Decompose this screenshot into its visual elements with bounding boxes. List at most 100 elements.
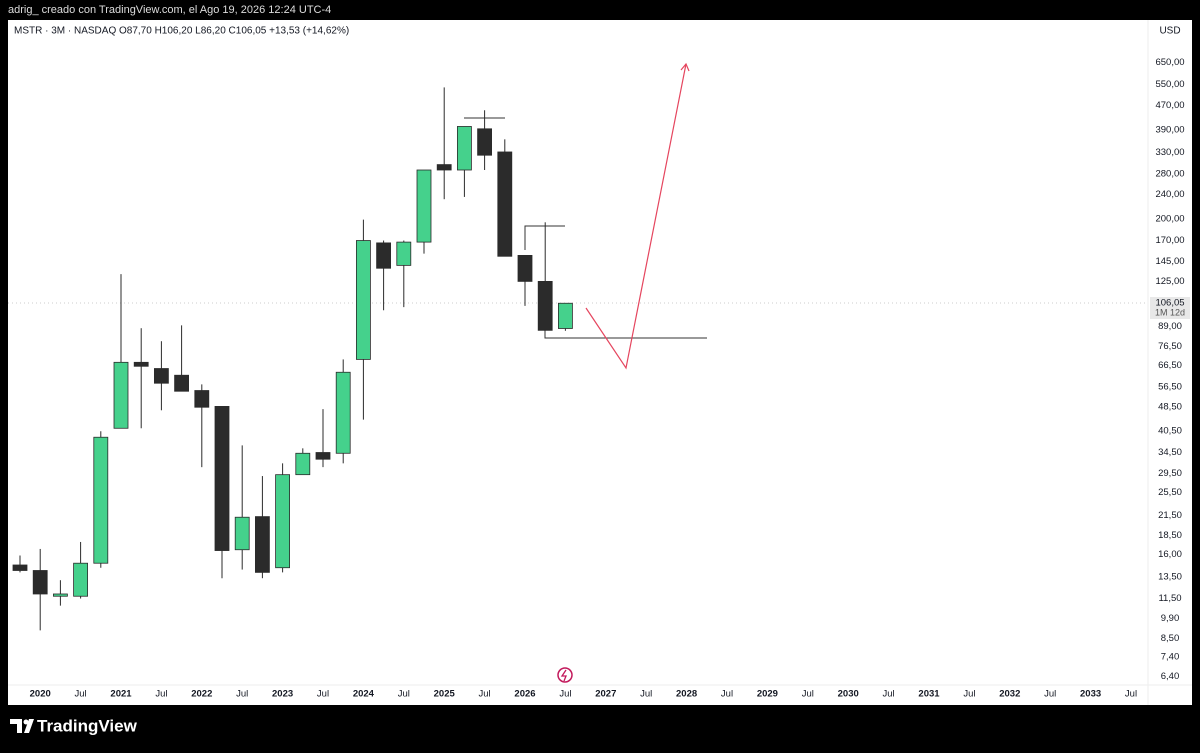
candle-body [315,452,331,460]
x-tick-label: 2028 [676,689,697,700]
x-tick-label: 2030 [838,689,859,700]
candle-body [93,436,109,564]
x-tick-label: Jul [398,689,410,700]
y-tick-label: 89,00 [1158,321,1182,332]
x-tick-label: Jul [236,689,248,700]
candle-body [295,452,311,476]
candle-body [174,374,190,392]
candle-body [275,474,291,569]
y-tick-label: 18,50 [1158,530,1182,541]
y-tick-label: 34,50 [1158,447,1182,458]
candle-body [477,128,493,156]
candle-body [153,368,169,384]
y-tick-label: 650,00 [1155,57,1184,68]
candle-body [497,151,513,257]
candle-body [113,361,129,429]
x-tick-label: 2025 [434,689,456,700]
candle-body [517,255,533,282]
event-icon-bolt [560,669,567,682]
candle-body [194,390,210,408]
candle-body [355,240,371,360]
x-tick-label: Jul [963,689,975,700]
y-tick-label: 66,50 [1158,360,1182,371]
candle-body [456,126,472,171]
x-tick-label: 2031 [918,689,940,700]
y-tick-label: 125,00 [1155,276,1184,287]
candle-body [32,570,48,595]
y-tick-label: 29,50 [1158,468,1182,479]
x-tick-label: Jul [802,689,814,700]
drawing-line [524,225,565,250]
y-tick-label: 240,00 [1155,189,1184,200]
x-tick-label: Jul [883,689,895,700]
y-tick-label: 21,50 [1158,510,1182,521]
y-tick-label: 330,00 [1155,147,1184,158]
x-tick-label: 2020 [30,689,51,700]
candle-body [133,361,149,367]
x-tick-label: Jul [479,689,491,700]
candle-body [73,562,88,597]
y-tick-label: 470,00 [1155,100,1184,111]
y-tick-label: 76,50 [1158,341,1182,352]
y-tick-label: 145,00 [1155,256,1184,267]
brand: TradingView [37,716,138,735]
candle-body [537,280,553,331]
event-icon[interactable] [557,667,573,683]
candle-body [254,516,270,573]
x-tick-label: 2032 [999,689,1020,700]
candle-body [335,371,351,454]
x-tick-label: 2022 [191,689,212,700]
currency: USD [1159,26,1180,37]
y-tick-label: 13,50 [1158,572,1182,583]
drawing-line [544,330,707,339]
y-tick-label: 48,50 [1158,402,1182,413]
x-tick-label: 2026 [514,689,535,700]
x-tick-label: Jul [559,689,571,700]
x-tick-label: Jul [1044,689,1056,700]
candle-body [436,164,452,171]
last-price-box [1150,297,1190,319]
x-tick-label: 2027 [595,689,616,700]
x-tick-label: Jul [75,689,87,700]
x-tick-label: Jul [640,689,652,700]
candle-body [558,302,573,329]
y-tick-label: 8,50 [1161,633,1180,644]
y-tick-label: 200,00 [1155,213,1184,224]
last-price-label: 106,05 [1155,298,1184,309]
y-tick-label: 25,50 [1158,487,1182,498]
y-tick-label: 56,50 [1158,381,1182,392]
x-tick-label: 2024 [353,689,375,700]
x-tick-label: Jul [1125,689,1137,700]
logo [10,719,34,733]
y-tick-label: 550,00 [1155,79,1184,90]
x-tick-label: Jul [155,689,167,700]
logo-dot [23,719,29,725]
candle-body [234,516,250,551]
y-tick-label: 40,50 [1158,426,1182,437]
y-tick-label: 390,00 [1155,125,1184,136]
candle-body [214,406,230,551]
symbol-info: MSTR · 3M · NASDAQ O87,70 H106,20 L86,20… [14,26,349,37]
y-tick-label: 7,40 [1161,652,1180,663]
y-tick-label: 170,00 [1155,235,1184,246]
x-tick-label: Jul [317,689,329,700]
bar-countdown: 1M 12d [1155,307,1185,317]
chart-area [8,20,1192,705]
x-tick-label: 2029 [757,689,778,700]
candle-body [396,241,412,266]
y-tick-label: 9,90 [1161,613,1180,624]
attribution: adrig_ creado con TradingView.com, el Ag… [8,4,331,16]
candle-body [376,242,392,269]
y-tick-label: 11,50 [1158,593,1181,604]
x-tick-label: 2023 [272,689,293,700]
candle-body [53,593,68,597]
y-tick-label: 16,00 [1158,549,1182,560]
arrow-head [680,62,690,72]
x-tick-label: 2033 [1080,689,1101,700]
x-tick-label: 2021 [110,689,132,700]
y-tick-label: 280,00 [1155,169,1184,180]
y-tick-label: 6,40 [1161,671,1180,682]
candle-body [416,169,432,243]
